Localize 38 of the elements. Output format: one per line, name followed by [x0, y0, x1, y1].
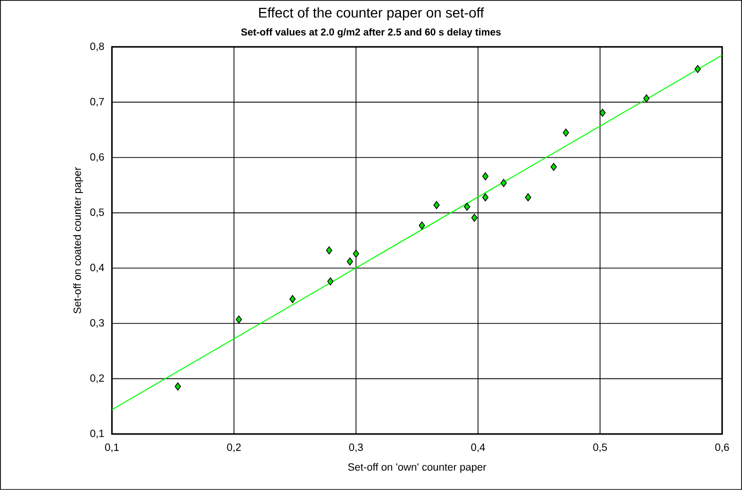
point	[471, 214, 478, 222]
x-tick-label: 0,1	[105, 444, 119, 452]
y-tick-label: 0,8	[90, 42, 104, 52]
point	[524, 193, 532, 202]
y-tick-label: 0,3	[90, 319, 104, 328]
point	[464, 202, 470, 211]
point	[500, 178, 507, 187]
point	[418, 222, 425, 230]
x-tick-label: 0,6	[715, 444, 729, 452]
point	[694, 65, 701, 74]
y-tick-label: 0,5	[90, 208, 104, 218]
x-tick-label: 0,5	[593, 444, 607, 452]
point	[599, 108, 606, 117]
point	[433, 201, 440, 210]
y-tick-label: 0,6	[90, 153, 104, 162]
x-tick-label: 0,3	[349, 444, 363, 452]
point	[174, 382, 181, 390]
chart-title: Effect of the counter paper on set-off	[259, 7, 484, 20]
x-tick-label: 0,2	[227, 444, 241, 452]
point	[643, 94, 650, 102]
point	[236, 316, 242, 324]
y-tick-label: 0,2	[90, 374, 104, 384]
y-tick-label: 0,1	[90, 430, 104, 438]
point	[482, 172, 488, 180]
point	[327, 277, 334, 286]
x-axis-title: Set-off on 'own' counter paper	[348, 463, 486, 473]
point	[562, 128, 569, 137]
point	[482, 193, 488, 202]
y-tick-label: 0,7	[90, 98, 104, 107]
point	[326, 246, 332, 254]
point	[352, 250, 360, 258]
y-axis-title: Set-off on coated counter paper	[73, 167, 84, 314]
x-tick-label: 0,4	[471, 444, 485, 452]
point	[346, 258, 353, 266]
y-tick-label: 0,4	[90, 264, 104, 272]
chart-subtitle: Set-off values at 2.0 g/m2 after 2.5 and 60 s delay times	[241, 28, 501, 38]
point	[289, 295, 296, 304]
point	[550, 162, 557, 171]
